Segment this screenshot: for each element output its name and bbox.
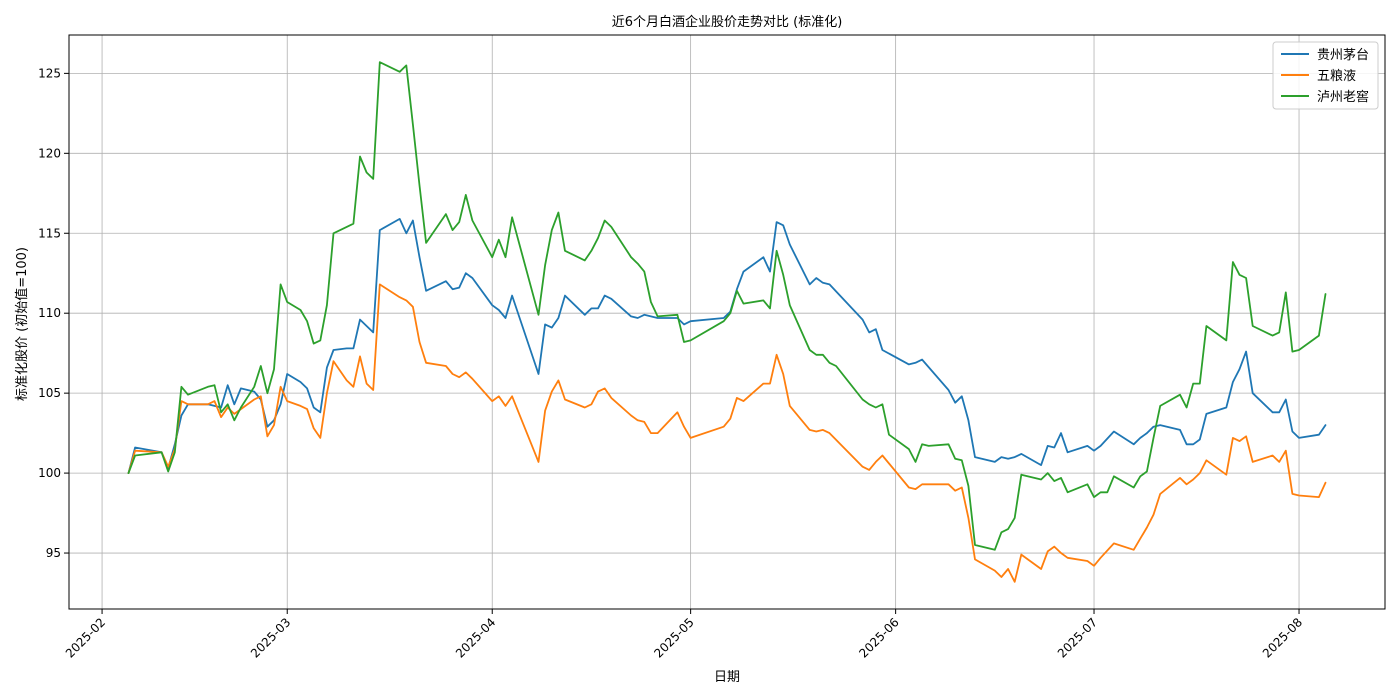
y-axis-label: 标准化股价 (初始值=100) [14, 247, 30, 401]
x-axis-label: 日期 [714, 670, 740, 685]
legend-box [1272, 41, 1379, 110]
x-tick-label: 2025-05 [651, 615, 696, 660]
y-tick-label: 100 [38, 466, 61, 480]
x-tick-label: 2025-02 [63, 615, 108, 660]
x-tick-label: 2025-07 [1055, 615, 1100, 660]
legend-label: 泸州老窖 [1317, 89, 1369, 105]
y-axis-ticks: 95 100 105 110 115 120 125 [38, 66, 69, 560]
y-tick-label: 120 [38, 146, 61, 160]
x-tick-label: 2025-06 [856, 615, 901, 660]
series-line-1 [127, 283, 1327, 583]
grid [69, 35, 1385, 609]
legend-label: 五粮液 [1317, 69, 1356, 84]
series-lines [127, 61, 1327, 583]
series-line-2 [127, 61, 1327, 551]
y-tick-label: 105 [38, 386, 61, 400]
plot-frame [68, 34, 1386, 610]
y-tick-label: 110 [38, 306, 61, 320]
legend-label: 贵州茅台 [1317, 48, 1369, 63]
y-tick-label: 115 [38, 226, 61, 240]
chart-title: 近6个月白酒企业股价走势对比 (标准化) [612, 14, 843, 30]
x-tick-label: 2025-04 [453, 615, 498, 660]
x-tick-label: 2025-08 [1260, 615, 1305, 660]
y-tick-label: 125 [38, 66, 61, 80]
x-axis-ticks: 2025-02 2025-03 2025-04 2025-05 2025-06 2025-… [63, 609, 1305, 661]
y-tick-label: 95 [46, 546, 61, 560]
series-line-0 [127, 217, 1327, 475]
x-tick-label: 2025-03 [248, 615, 293, 660]
